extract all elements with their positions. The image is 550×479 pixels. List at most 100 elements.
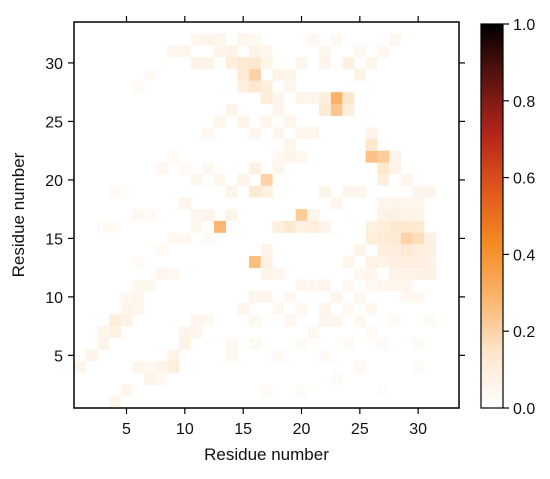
heatmap-cell	[365, 279, 378, 292]
heatmap-cell	[284, 68, 296, 81]
heatmap-cell	[377, 197, 390, 210]
x-tick-label: 30	[409, 421, 427, 438]
heatmap-cell	[377, 174, 390, 187]
heatmap-cell	[202, 209, 215, 222]
heatmap-cell	[424, 232, 436, 245]
heatmap-cell	[120, 302, 133, 315]
heatmap-cell	[389, 33, 401, 46]
heatmap-cell	[272, 220, 285, 233]
heatmap-cell	[424, 185, 436, 198]
heatmap-cell	[214, 33, 226, 46]
heatmap-cell	[190, 220, 203, 233]
heatmap-cell	[190, 57, 203, 70]
heatmap-cell	[295, 279, 308, 292]
heatmap-cell	[330, 92, 343, 105]
heatmap-cell	[307, 127, 320, 140]
heatmap-cell	[249, 337, 261, 350]
heatmap-cell	[412, 337, 425, 350]
heatmap-cell	[272, 267, 285, 280]
colorbar	[481, 24, 503, 408]
heatmap-cell	[214, 115, 226, 128]
heatmap-cell	[225, 45, 238, 58]
heatmap-cell	[412, 244, 425, 257]
heatmap-cell	[85, 349, 98, 362]
heatmap-cell	[412, 185, 425, 198]
heatmap-cell	[295, 92, 308, 105]
heatmap-cell	[307, 92, 320, 105]
heatmap-cell	[155, 361, 168, 374]
heatmap-cell	[97, 337, 110, 350]
heatmap-cell	[319, 185, 331, 198]
heatmap-cell	[237, 80, 250, 93]
heatmap-cell	[190, 314, 203, 327]
x-axis-label: Residue number	[204, 445, 329, 464]
heatmap-cell	[272, 302, 285, 315]
heatmap-cell	[295, 302, 308, 315]
heatmap-cell	[132, 209, 145, 222]
heatmap-cell	[295, 209, 308, 222]
heatmap-cell	[237, 174, 250, 187]
heatmap-cell	[342, 103, 355, 116]
heatmap-cell	[319, 92, 331, 105]
heatmap-cell	[365, 138, 378, 151]
heatmap-cell	[132, 302, 145, 315]
heatmap-cell	[97, 220, 110, 233]
heatmap-cell	[319, 57, 331, 70]
heatmap-cell	[167, 232, 180, 245]
heatmap-cell	[109, 326, 121, 339]
heatmap-cell	[272, 162, 285, 175]
heatmap-cell	[237, 57, 250, 70]
heatmap-cell	[400, 209, 413, 222]
heatmap-cell	[389, 279, 401, 292]
heatmap-cell	[202, 33, 215, 46]
heatmap-cell	[400, 197, 413, 210]
heatmap-cell	[330, 372, 343, 385]
heatmap-cell	[295, 220, 308, 233]
heatmap-cell	[365, 57, 378, 70]
heatmap-cell	[307, 209, 320, 222]
heatmap-cell	[365, 220, 378, 233]
colorbar-tick-label: 0.8	[513, 94, 535, 111]
heatmap-cell	[190, 33, 203, 46]
heatmap-cell	[319, 220, 331, 233]
heatmap-cell	[260, 45, 273, 58]
heatmap-cell	[132, 279, 145, 292]
heatmap-cell	[377, 232, 390, 245]
heatmap-cell	[260, 92, 273, 105]
heatmap-cell	[237, 115, 250, 128]
heatmap-cell	[354, 267, 366, 280]
heatmap-cell	[377, 337, 390, 350]
heatmap-cell	[249, 314, 261, 327]
heatmap-cell	[144, 279, 156, 292]
heatmap-cell	[249, 162, 261, 175]
heatmap-cell	[412, 267, 425, 280]
heatmap-cell	[260, 384, 273, 397]
heatmap-cell	[167, 45, 180, 58]
heatmap-cell	[377, 279, 390, 292]
heatmap-cell	[412, 209, 425, 222]
heatmap-cell	[249, 68, 261, 81]
heatmap-cell	[260, 57, 273, 70]
heatmap-cell	[120, 314, 133, 327]
x-tick-label: 20	[293, 421, 311, 438]
heatmap-cell	[319, 45, 331, 58]
heatmap-cell	[319, 302, 331, 315]
heatmap-cell	[202, 127, 215, 140]
heatmap-cell	[202, 57, 215, 70]
colorbar-tick-label: 0.0	[513, 401, 535, 418]
heatmap-cell	[342, 302, 355, 315]
heatmap-cell	[354, 185, 366, 198]
heatmap-cell	[214, 220, 226, 233]
x-tick-label: 25	[351, 421, 369, 438]
heatmap-cell	[179, 45, 191, 58]
heatmap-cell	[249, 33, 261, 46]
heatmap-cell	[249, 255, 261, 268]
heatmap-cell	[354, 45, 366, 58]
heatmap-cell	[400, 267, 413, 280]
heatmap-cell	[342, 92, 355, 105]
heatmap-cell	[377, 45, 390, 58]
heatmap-cell	[377, 209, 390, 222]
heatmap-cell	[400, 291, 413, 304]
heatmap-cell	[190, 174, 203, 187]
heatmap-cell	[272, 127, 285, 140]
